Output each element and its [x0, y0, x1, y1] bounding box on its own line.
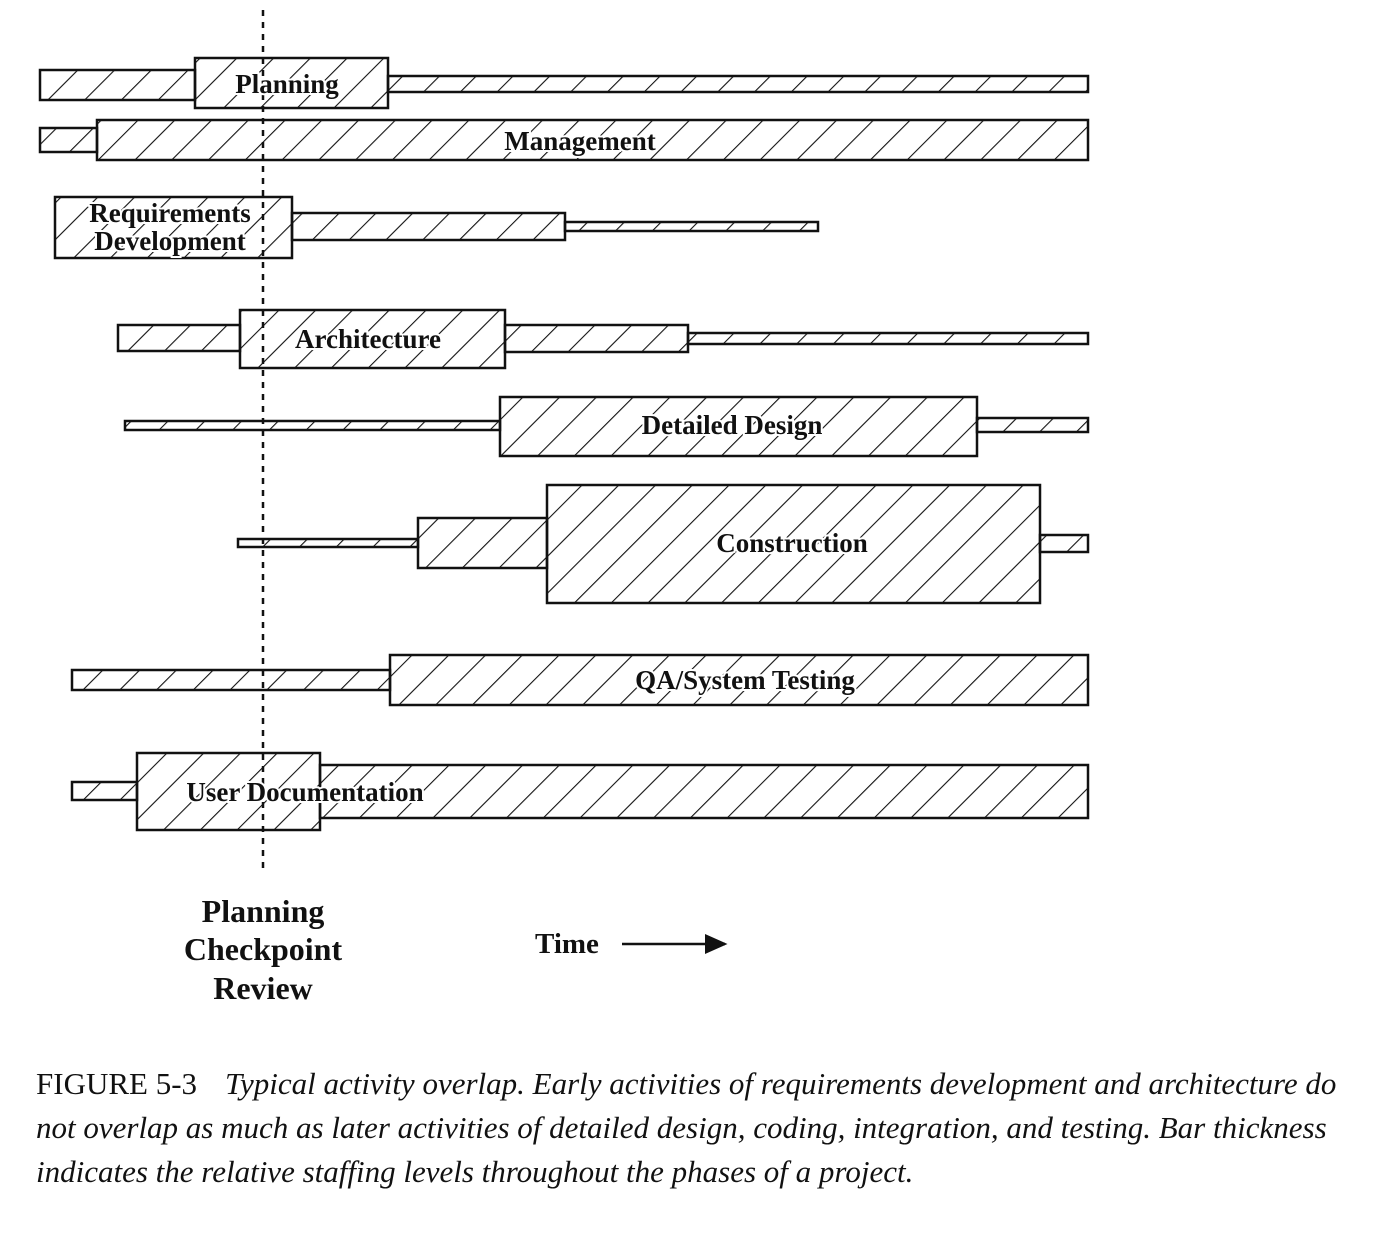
figure-caption: FIGURE 5-3 Typical activity overlap. Earl…	[36, 1062, 1356, 1194]
activity-label: Planning	[235, 69, 339, 99]
bar-segment-1	[70, 780, 139, 802]
activity-bar-planning	[38, 56, 1090, 110]
time-label: Time	[535, 928, 599, 960]
bar-segment-2	[193, 56, 390, 110]
activity-label: User Documentation	[186, 777, 423, 807]
bar-segment-3	[503, 323, 690, 354]
activity-bar-management	[38, 118, 1090, 162]
activity-label: Requirements	[89, 198, 251, 228]
bar-segment-1	[70, 668, 392, 692]
activity-bar-construction	[236, 483, 1090, 605]
activity-label: Construction	[716, 528, 868, 558]
caption-text: Typical activity overlap. Early activiti…	[36, 1066, 1337, 1189]
bar-segment-1	[116, 323, 242, 353]
bar-segment-3	[386, 74, 1090, 94]
bar-segment-3	[563, 220, 820, 233]
checkpoint-label-1: Planning	[202, 893, 325, 929]
activity-label: Architecture	[295, 324, 441, 354]
bar-segment-4	[686, 331, 1090, 346]
bar-segment-1	[123, 419, 502, 432]
bar-segment-1	[38, 68, 197, 102]
activity-label: Management	[504, 126, 655, 156]
bar-segment-2	[95, 118, 1090, 162]
activity-overlap-diagram: Planning Management RequirementsDevelopmen…	[38, 10, 1090, 1006]
activity-bar-detailed-design	[123, 395, 1090, 458]
activity-bar-qa-system-testing	[70, 653, 1090, 707]
bar-segment-2	[290, 211, 567, 242]
bar-segment-1	[236, 537, 420, 549]
bar-segment-2	[498, 395, 979, 458]
activity-label: Development	[94, 226, 245, 256]
checkpoint-label-2: Checkpoint	[184, 931, 343, 967]
bar-segment-3	[318, 763, 1090, 820]
activity-label: QA/System Testing	[635, 665, 855, 695]
bar-segment-2	[388, 653, 1090, 707]
activity-label: Detailed Design	[642, 410, 823, 440]
bar-segment-2	[238, 308, 507, 370]
bar-segment-2	[416, 516, 549, 570]
figure-number: FIGURE 5-3	[36, 1066, 198, 1101]
bar-segment-4	[1038, 533, 1090, 554]
activity-bar-architecture	[116, 308, 1090, 370]
activity-bar-user-documentation	[70, 751, 1090, 832]
bar-segment-1	[38, 126, 99, 154]
bar-segment-3	[975, 416, 1090, 434]
checkpoint-label-3: Review	[213, 970, 313, 1006]
activity-bar-requirements-development	[53, 195, 820, 260]
